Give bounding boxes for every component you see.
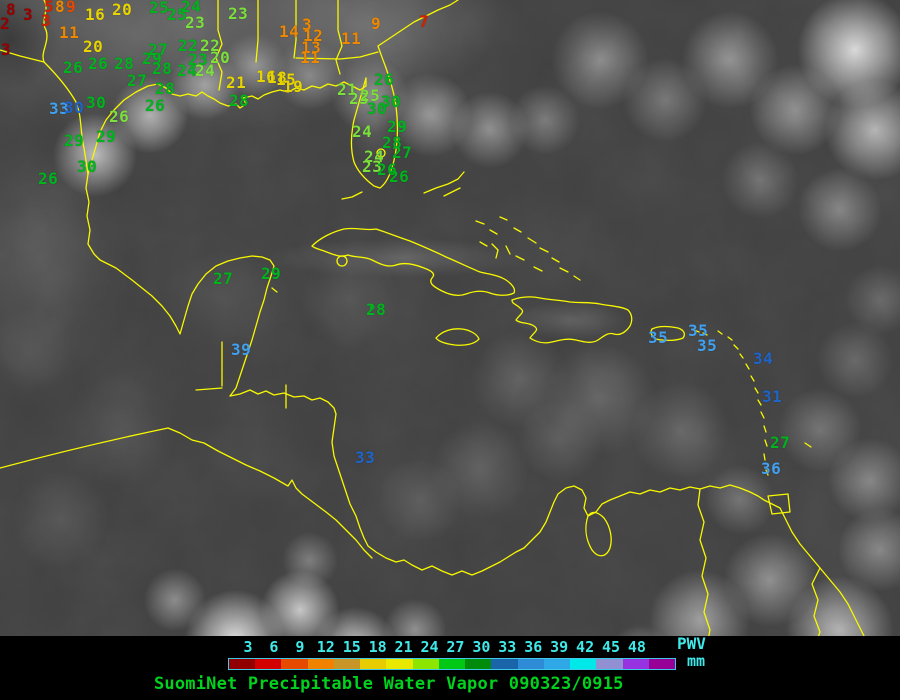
colorbar-segment: [255, 659, 282, 669]
colorbar-segment: [307, 659, 334, 669]
colorbar-tick-label: 36: [524, 638, 543, 656]
colorbar-segment: [333, 659, 361, 669]
colorbar-tick-label: 9: [295, 638, 305, 656]
colorbar-segment: [596, 659, 623, 669]
unit-label-mm: mm: [687, 652, 706, 670]
unit-label-pwv: PWV: [677, 634, 706, 653]
colorbar-segment: [229, 659, 256, 669]
colorbar-ticks: 3 6 9 12 15 18 21 24 27 30 33 36 39 42 45 48: [0, 640, 900, 656]
colorbar-tick-label: 48: [627, 638, 646, 656]
colorbar-segment: [360, 659, 387, 669]
colorbar-tick-label: 12: [316, 638, 335, 656]
colorbar-tick-label: 39: [550, 638, 569, 656]
colorbar-segment: [648, 659, 675, 669]
colorbar-tick-label: 21: [394, 638, 413, 656]
colorbar-segment: [622, 659, 649, 669]
colorbar-segment: [517, 659, 544, 669]
colorbar-segment: [386, 659, 413, 669]
colorbar-tick-label: 27: [446, 638, 465, 656]
colorbar-tick-label: 3: [243, 638, 253, 656]
colorbar-tick-label: 24: [420, 638, 439, 656]
colorbar-segment: [412, 659, 439, 669]
map-caption: SuomiNet Precipitable Water Vapor 090323…: [154, 674, 624, 694]
colorbar-segment: [281, 659, 308, 669]
legend-band: 3 6 9 12 15 18 21 24 27 30 33 36 39 42 45 48 PWV mm Suo…: [0, 636, 900, 700]
colorbar-segment: [438, 659, 466, 669]
colorbar-tick-label: 30: [472, 638, 491, 656]
colorbar-segment: [570, 659, 597, 669]
colorbar-segment: [543, 659, 571, 669]
colorbar-segment: [491, 659, 518, 669]
colorbar: [228, 658, 676, 670]
colorbar-tick-label: 15: [342, 638, 361, 656]
colorbar-tick-label: 18: [368, 638, 387, 656]
colorbar-segment: [465, 659, 492, 669]
satellite-imagery: [0, 0, 900, 640]
colorbar-tick-label: 42: [576, 638, 595, 656]
colorbar-tick-label: 6: [269, 638, 279, 656]
colorbar-tick-label: 45: [601, 638, 621, 656]
colorbar-tick-label: 33: [498, 638, 517, 656]
